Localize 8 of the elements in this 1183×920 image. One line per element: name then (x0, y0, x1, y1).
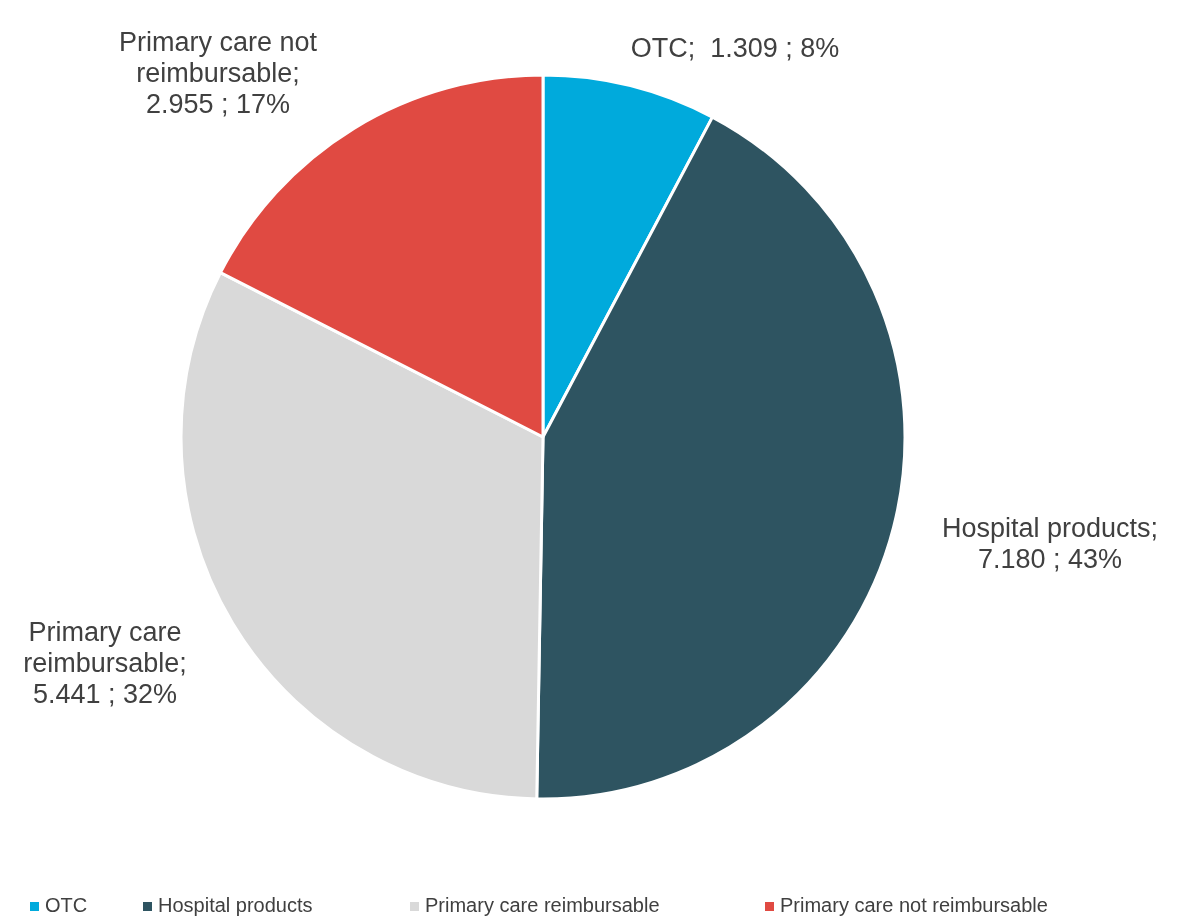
data-label: Hospital products; 7.180 ; 43% (941, 512, 1159, 574)
legend-label: OTC (45, 894, 88, 917)
legend-label: Primary care reimbursable (425, 894, 660, 917)
legend-label: Hospital products (158, 894, 313, 917)
data-label: Primary care reimbursable; 5.441 ; 32% (23, 617, 187, 710)
data-label: Primary care not reimbursable; 2.955 ; 17% (118, 27, 318, 120)
data-label: OTC; 1.309 ; 8% (630, 33, 840, 64)
legend-label: Primary care not reimbursable (780, 894, 1048, 917)
